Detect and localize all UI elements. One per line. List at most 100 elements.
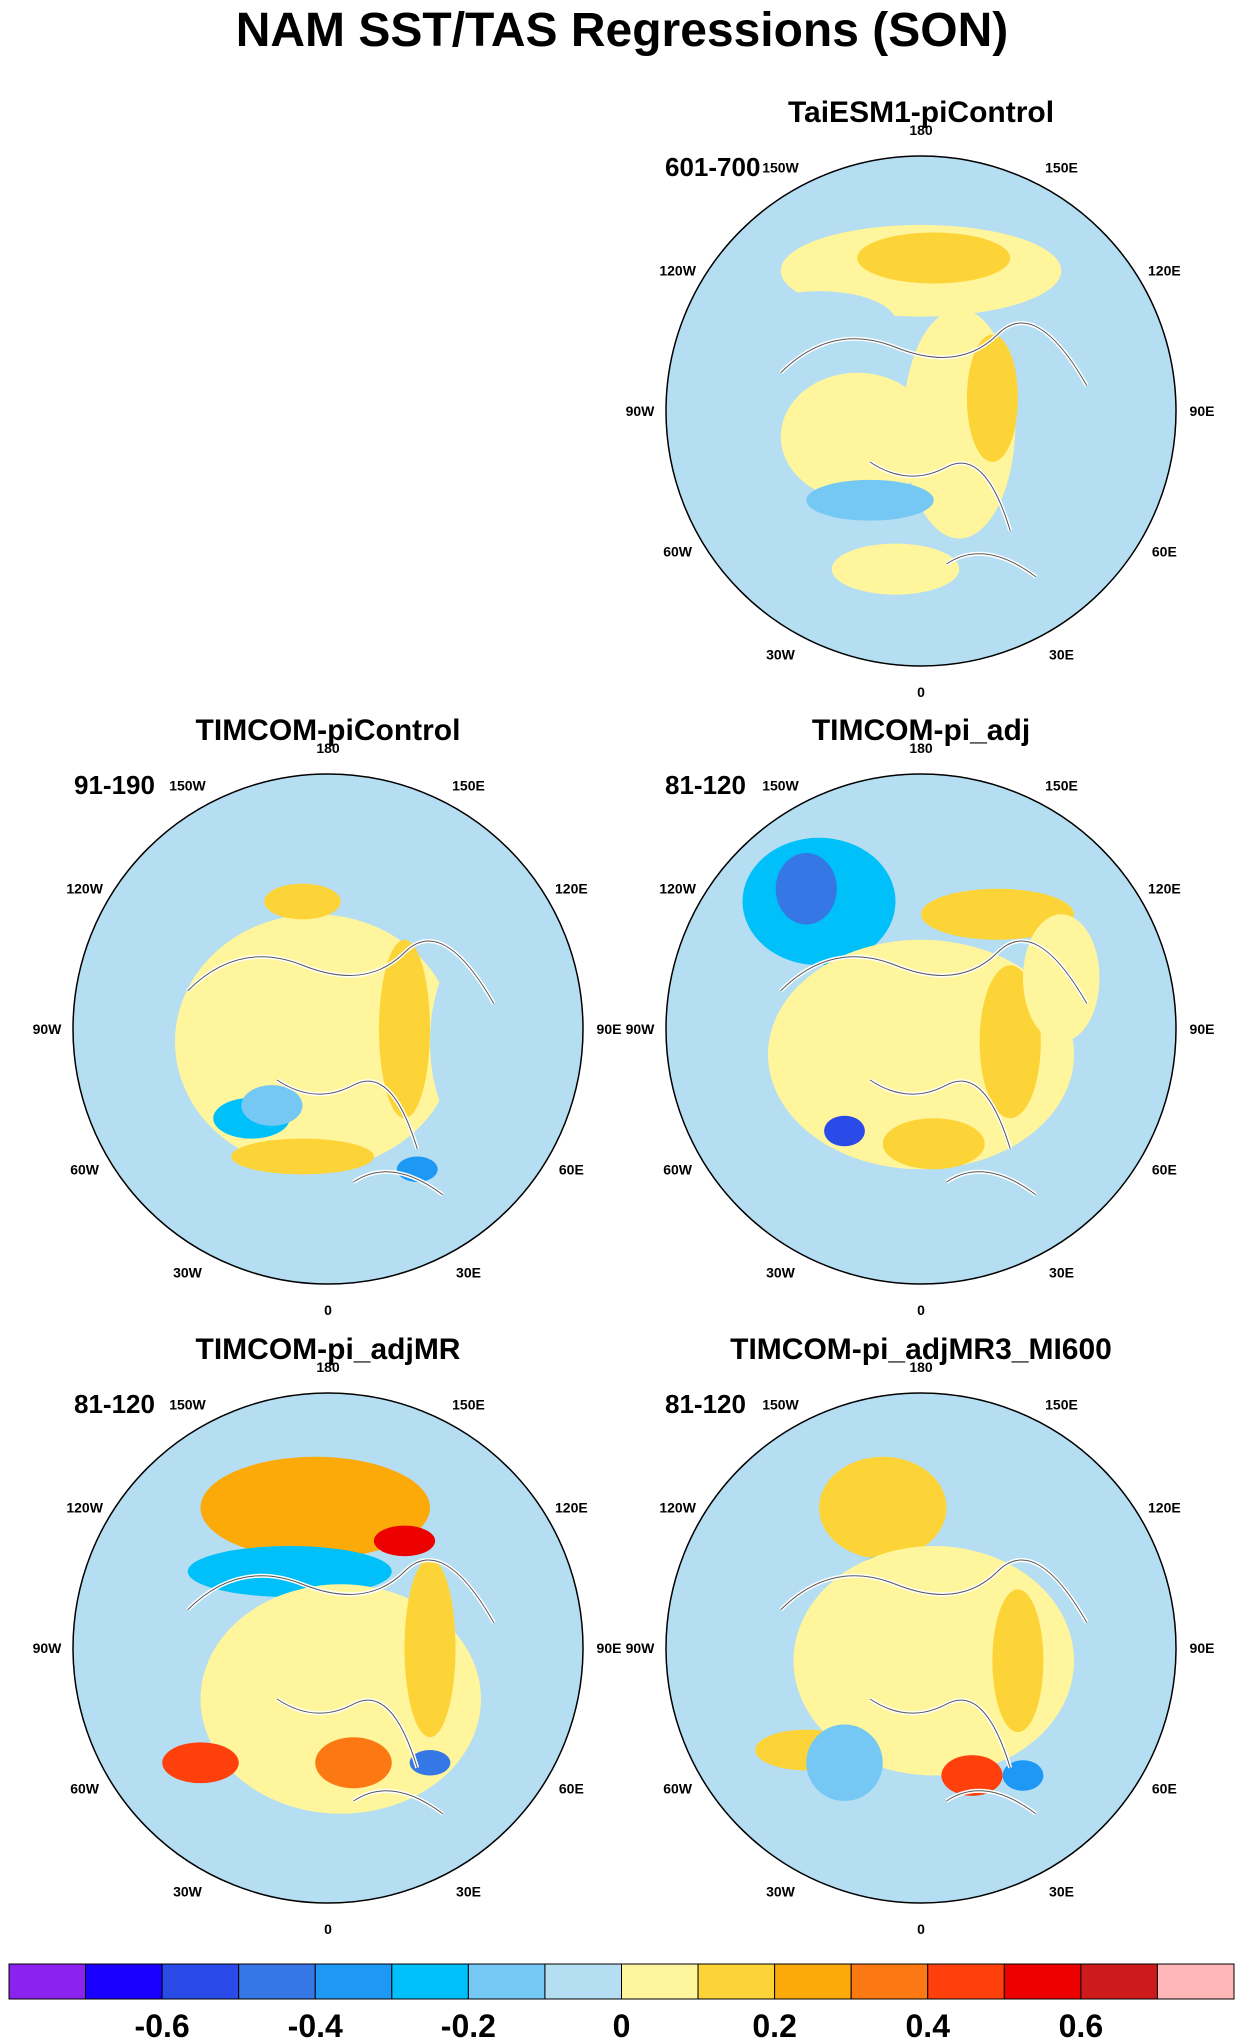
colorbar-tick-label: -0.6 xyxy=(135,2008,190,2042)
field-contour xyxy=(819,1456,947,1559)
longitude-label: 30E xyxy=(1049,646,1074,662)
colorbar-swatch xyxy=(314,1963,393,2000)
longitude-label: 90E xyxy=(597,1640,622,1656)
longitude-label: 60E xyxy=(559,1781,584,1797)
colorbar-swatch xyxy=(1156,1963,1235,2000)
field-contour xyxy=(430,939,532,1144)
field-contour xyxy=(979,965,1041,1119)
colorbar-swatch xyxy=(544,1963,622,2000)
longitude-label: 90E xyxy=(1190,1640,1215,1656)
field-contour xyxy=(742,291,896,353)
panel-title: TIMCOM-pi_adjMR xyxy=(196,1333,461,1366)
longitude-label: 150W xyxy=(762,1397,799,1413)
longitude-label: 60W xyxy=(663,1781,693,1797)
field-contour xyxy=(231,1138,374,1175)
longitude-label: 150W xyxy=(169,778,206,794)
colorbar-tick-label: -0.2 xyxy=(441,2008,496,2042)
field-contour xyxy=(404,1558,456,1738)
longitude-label: 90W xyxy=(626,403,656,419)
longitude-label: 0 xyxy=(917,1921,925,1937)
longitude-label: 0 xyxy=(324,1302,332,1318)
longitude-label: 30W xyxy=(173,1264,203,1280)
longitude-label: 0 xyxy=(917,684,925,700)
longitude-label: 150E xyxy=(452,778,485,794)
panel-years: 601-700 xyxy=(665,152,760,182)
longitude-label: 90E xyxy=(1190,403,1215,419)
field-contour xyxy=(780,372,934,501)
panel-years: 81-120 xyxy=(665,770,746,800)
longitude-label: 30W xyxy=(173,1883,203,1899)
colorbar-swatch xyxy=(927,1963,1005,2000)
field-contour xyxy=(831,543,960,595)
longitude-label: 0 xyxy=(917,1302,925,1318)
map-border xyxy=(665,1392,1177,1904)
longitude-label: 90W xyxy=(626,1021,656,1037)
longitude-label: 180 xyxy=(316,1359,340,1375)
colorbar-swatch xyxy=(774,1963,852,2000)
field-contour xyxy=(264,883,341,920)
longitude-label: 120E xyxy=(1148,1500,1181,1516)
polar-map xyxy=(666,1393,1176,1903)
field-contour xyxy=(921,888,1074,940)
panel-title: TIMCOM-piControl xyxy=(196,714,461,747)
longitude-label: 30W xyxy=(766,1883,796,1899)
polar-map xyxy=(666,156,1176,666)
longitude-label: 120W xyxy=(66,881,103,897)
longitude-label: 30E xyxy=(456,1264,481,1280)
coastline-outline xyxy=(187,940,495,1196)
field-contour xyxy=(992,1589,1044,1733)
longitude-label: 60E xyxy=(1152,1162,1177,1178)
polar-map xyxy=(73,1393,583,1903)
field-contour xyxy=(241,1085,303,1126)
colorbar-swatch xyxy=(8,1963,87,2000)
colorbar-swatch xyxy=(161,1963,240,2000)
longitude-label: 120E xyxy=(555,881,588,897)
longitude-label: 120W xyxy=(659,881,696,897)
colorbar-swatch xyxy=(850,1963,929,2000)
longitude-label: 90E xyxy=(597,1021,622,1037)
coastline-outline xyxy=(780,1559,1088,1815)
map-border xyxy=(72,773,584,1285)
longitude-label: 150E xyxy=(452,1397,485,1413)
longitude-label: 90E xyxy=(1190,1021,1215,1037)
map-panel-timcom-piadjmr: TIMCOM-pi_adjMR 81-120 180 150E 120E 90E 60E 30… xyxy=(33,1333,622,1937)
longitude-label: 120E xyxy=(1148,881,1181,897)
longitude-label: 0 xyxy=(324,1921,332,1937)
longitude-label: 120W xyxy=(659,1500,696,1516)
longitude-label: 150E xyxy=(1045,1397,1078,1413)
colorbar-swatch xyxy=(621,1963,699,2000)
field-contour xyxy=(1023,914,1100,1042)
field-contour xyxy=(941,1755,1003,1796)
field-contour xyxy=(200,1456,430,1559)
map-border xyxy=(665,773,1177,1285)
longitude-label: 30E xyxy=(1049,1264,1074,1280)
colorbar-swatch xyxy=(85,1963,163,2000)
colorbar-swatch xyxy=(1003,1963,1082,2000)
field-contour xyxy=(775,853,837,925)
colorbar-tick-label: 0.4 xyxy=(906,2008,951,2042)
panel-years: 91-190 xyxy=(74,770,155,800)
coastline-outline xyxy=(187,1559,495,1815)
field-contour xyxy=(1002,1760,1044,1791)
longitude-label: 60E xyxy=(559,1162,584,1178)
longitude-label: 150W xyxy=(169,1397,206,1413)
field-contour xyxy=(806,1724,883,1801)
map-panel-timcom-pictl: TIMCOM-piControl 91-190 180 150E 120E 90E 60E 3… xyxy=(33,714,622,1318)
figure-title: NAM SST/TAS Regressions (SON) xyxy=(236,4,1009,57)
colorbar-tick-label: 0.6 xyxy=(1059,2008,1103,2042)
longitude-label: 60E xyxy=(1152,544,1177,560)
colorbar: -0.6 -0.4 -0.2 0 0.2 0.4 0.6 xyxy=(8,1963,1235,2042)
longitude-label: 120E xyxy=(555,1500,588,1516)
longitude-label: 30E xyxy=(456,1883,481,1899)
field-contour xyxy=(966,334,1018,462)
longitude-label: 60W xyxy=(663,544,693,560)
longitude-label: 180 xyxy=(316,740,340,756)
field-contour xyxy=(379,939,430,1119)
colorbar-tick-label: -0.4 xyxy=(288,2008,343,2042)
field-contour xyxy=(409,1750,451,1776)
panel-title: TaiESM1-piControl xyxy=(788,96,1054,129)
field-contour xyxy=(882,1118,985,1170)
longitude-label: 60E xyxy=(1152,1781,1177,1797)
map-panel-timcom-piadj: TIMCOM-pi_adj 81-120 180 150E 120E 90E 60E 30E 0… xyxy=(626,714,1215,1318)
